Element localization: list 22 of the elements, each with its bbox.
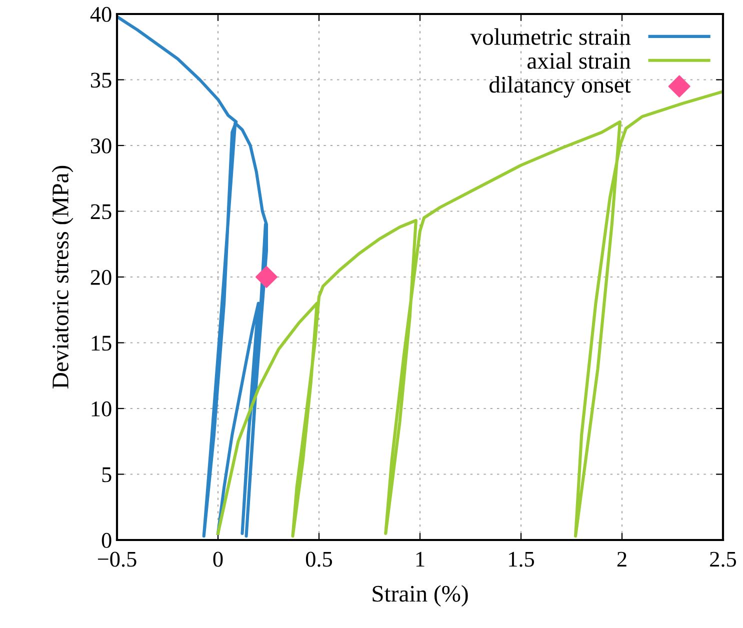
x-axis-title: Strain (%) [372,585,468,607]
x-tick-label: 2 [617,552,626,567]
y-tick-label: 35 [90,72,112,88]
y-axis-title: Deviatoric stress (MPa) [52,166,74,388]
x-tick-label: 2.5 [710,552,736,567]
y-tick-label: 20 [90,270,112,285]
x-tick-label: 1.5 [509,552,534,567]
x-tick-label: 0 [213,552,223,567]
y-tick-label: 40 [90,6,112,22]
legend-label: axial strain [528,52,631,69]
y-tick-label: 25 [90,204,112,220]
y-tick-label: 5 [102,467,112,482]
legend-label: dilatancy onset [489,76,631,98]
y-tick-label: 15 [92,336,112,351]
line-series [117,15,268,538]
y-tick-label: 10 [92,401,112,416]
y-tick-label: 0 [102,532,112,548]
x-tick-label: 1 [416,552,424,567]
legend-label: volumetric strain [470,28,631,45]
x-tick-label: 0.5 [306,552,332,567]
y-tick-label: 30 [90,138,112,154]
x-tick-label: −0.5 [98,552,136,567]
